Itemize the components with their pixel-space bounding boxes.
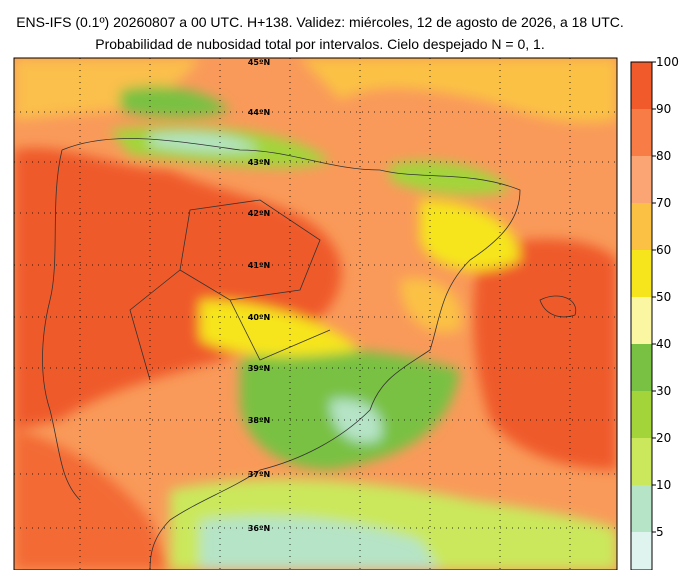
latitude-label: 44ºN: [248, 108, 270, 117]
colorbar-frame: [630, 61, 653, 570]
colorbar-segment: [631, 203, 652, 250]
colorbar-segment: [631, 62, 652, 109]
title: ENS-IFS (0.1º) 20260807 a 00 UTC. H+138.…: [16, 14, 624, 30]
colorbar-segment: [631, 250, 652, 297]
colorbar-segment: [631, 438, 652, 485]
latitude-label: 45ºN: [248, 58, 270, 67]
coastline: [42, 138, 577, 570]
colorbar-label: 50: [656, 290, 671, 304]
colorbar-label: 20: [656, 431, 671, 445]
colorbar-segment: [631, 156, 652, 203]
latitude-label: 39ºN: [248, 364, 270, 373]
colorbar-label: 30: [656, 384, 671, 398]
colorbar-label: 100: [656, 55, 679, 69]
colorbar-segment: [631, 109, 652, 156]
colorbar-segment: [631, 344, 652, 391]
latitude-label: 43ºN: [248, 158, 270, 167]
colorbar-segment: [631, 532, 652, 570]
latitude-label: 40ºN: [248, 313, 270, 322]
colorbar-label: 10: [656, 478, 671, 492]
colorbar-label: 5: [656, 525, 664, 539]
colorbar-segment: [631, 391, 652, 438]
colorbar-label: 90: [656, 102, 671, 116]
latitude-label: 38ºN: [248, 416, 270, 425]
latitude-label: 36ºN: [248, 524, 270, 533]
colorbar-label: 40: [656, 337, 671, 351]
map-frame: [13, 57, 618, 570]
colorbar-segment: [631, 485, 652, 532]
colorbar-segment: [631, 297, 652, 344]
latitude-label: 37ºN: [248, 470, 270, 479]
subtitle: Probabilidad de nubosidad total por inte…: [95, 36, 545, 52]
latitude-label: 42ºN: [248, 209, 270, 218]
latitude-label: 41ºN: [248, 261, 270, 270]
colorbar-label: 80: [656, 149, 671, 163]
colorbar-label: 60: [656, 243, 671, 257]
cloud-field: [14, 58, 617, 570]
colorbar-label: 70: [656, 196, 671, 210]
graticule: [14, 58, 617, 570]
